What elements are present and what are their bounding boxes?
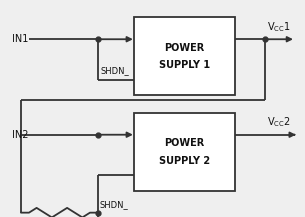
Text: IN1: IN1 bbox=[12, 34, 29, 44]
Bar bbox=[134, 113, 235, 191]
Text: SUPPLY 2: SUPPLY 2 bbox=[159, 156, 210, 166]
Text: POWER: POWER bbox=[164, 43, 205, 53]
Bar bbox=[134, 17, 235, 95]
Text: IN2: IN2 bbox=[12, 130, 29, 140]
Text: $\mathregular{V_{CC}}$2: $\mathregular{V_{CC}}$2 bbox=[267, 115, 291, 129]
Text: POWER: POWER bbox=[164, 138, 205, 148]
Text: SHDN_: SHDN_ bbox=[99, 201, 128, 209]
Text: SUPPLY 1: SUPPLY 1 bbox=[159, 60, 210, 70]
Text: SHDN_: SHDN_ bbox=[101, 67, 129, 76]
Text: $\mathregular{V_{CC}}$1: $\mathregular{V_{CC}}$1 bbox=[267, 20, 291, 34]
